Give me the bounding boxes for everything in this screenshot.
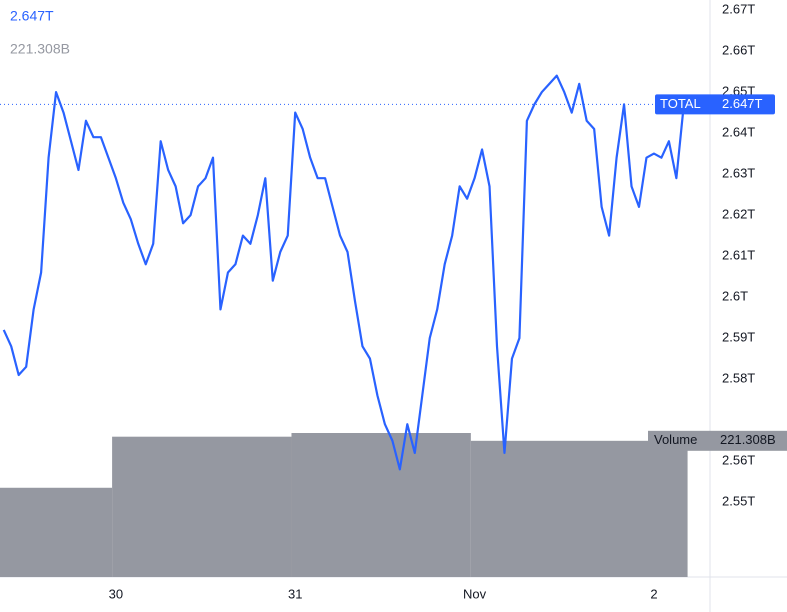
price-label-box [655,94,775,115]
y-tick-label: 2.66T [722,42,755,57]
y-tick-label: 2.56T [722,453,755,468]
y-tick-label: 2.63T [722,166,755,181]
x-tick-label: 31 [288,586,302,601]
label-layer: 2.67T2.66T2.65T2.64T2.63T2.62T2.61T2.6T2… [109,1,787,601]
price-label-value: 2.647T [722,96,763,111]
volume-label-name: Volume [654,432,697,447]
y-tick-label: 2.6T [722,289,748,304]
y-tick-label: 2.59T [722,330,755,345]
x-tick-label: Nov [463,586,487,601]
y-tick-label: 2.64T [722,125,755,140]
x-tick-label: 2 [650,586,657,601]
y-tick-label: 2.62T [722,207,755,222]
y-tick-label: 2.61T [722,248,755,263]
price-label-name: TOTAL [660,96,701,111]
x-tick-label: 30 [109,586,123,601]
volume-layer [0,433,688,577]
y-tick-label: 2.55T [722,494,755,509]
line-layer [0,74,710,471]
legend-price: 2.647T [10,8,54,24]
volume-bar [0,487,113,577]
price-line [2,74,685,471]
volume-bar [291,433,471,577]
legend-volume: 221.308B [10,41,70,57]
y-tick-label: 2.58T [722,371,755,386]
volume-bar [112,436,292,577]
y-tick-label: 2.67T [722,1,755,16]
volume-bar [470,440,688,577]
volume-label-box [648,430,787,451]
volume-label-value: 221.308B [720,432,776,447]
